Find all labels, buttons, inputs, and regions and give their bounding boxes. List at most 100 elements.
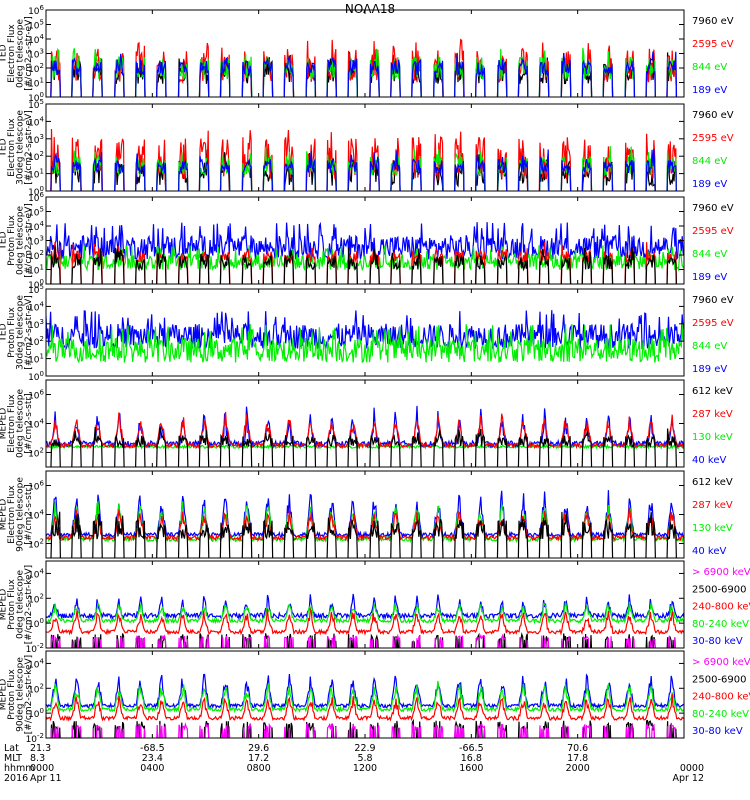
legend-green: 844 eV <box>692 249 727 260</box>
panel-4-data <box>46 310 684 364</box>
panel-ylabel: MEPEDElectron Flux90deg telescope[#/cm2-… <box>0 477 34 552</box>
series-green-line <box>46 323 684 364</box>
footer-row-label: 2016 <box>4 773 28 784</box>
legend-blue: 40 keV <box>692 455 726 466</box>
footer-cell: 8.3 <box>30 753 45 764</box>
legend-black: 7960 eV <box>692 295 734 306</box>
series-red-line <box>46 694 684 722</box>
y-tick-label: 106 <box>28 4 44 17</box>
panel-3-data <box>46 221 684 284</box>
series-blue-line <box>46 673 684 710</box>
legend-blue: 189 eV <box>692 179 727 190</box>
legend-blue: 189 eV <box>692 272 727 283</box>
legend-magenta: > 6900 keV <box>692 657 750 668</box>
panel-ylabel: MEPEDProton Flux90deg telescope[#/cm2-s-… <box>0 655 34 734</box>
legend-green: 844 eV <box>692 156 727 167</box>
footer-row-label: Lat <box>4 743 19 754</box>
footer-cell: -66.5 <box>459 743 484 754</box>
series-red-line <box>46 411 684 450</box>
legend-black: 2500-6900 <box>692 584 747 595</box>
footer-cell: 1600 <box>459 763 483 774</box>
legend-red: 240-800 keV <box>692 692 750 703</box>
legend-red: 2595 eV <box>692 39 734 50</box>
legend-black: 2500-6900 <box>692 674 747 685</box>
legend-green: 80-240 keV <box>692 619 749 630</box>
footer-cell: 70.6 <box>567 743 588 754</box>
footer-cell: 16.8 <box>461 753 482 764</box>
series-blue-line <box>46 310 684 351</box>
footer-cell: 29.6 <box>248 743 269 754</box>
legend-blue: 30-80 keV <box>692 726 743 737</box>
footer-row-label: MLT <box>4 753 22 764</box>
series-green-line <box>46 244 684 272</box>
panel-6-data <box>46 490 684 558</box>
series-blue-line <box>46 490 684 540</box>
footer-cell: 17.8 <box>567 753 588 764</box>
series-blue-line <box>46 221 684 261</box>
legend-green: 130 keV <box>692 523 733 534</box>
panel-ylabel: MEPEDProton Flux0deg telescope[#/cm2-s-s… <box>0 565 34 644</box>
legend-black: 7960 eV <box>692 203 734 214</box>
series-green-line <box>46 500 684 544</box>
legend-black: 612 keV <box>692 477 733 488</box>
footer-cell: 0000 <box>680 763 704 774</box>
panel-frame <box>45 379 685 468</box>
legend-red: 2595 eV <box>692 133 734 144</box>
panel-5-data <box>46 405 684 467</box>
series-blue-line <box>46 593 684 621</box>
footer-cell: 0400 <box>140 763 164 774</box>
legend-black: 7960 eV <box>692 16 734 27</box>
series-green-line <box>46 601 684 625</box>
panel-ylabel: TEDProton Flux30deg telescope[#/cm2-s-st… <box>0 295 34 370</box>
footer-cell: 0800 <box>247 763 271 774</box>
footer-row-label: hhmm <box>4 763 35 774</box>
legend-red: 2595 eV <box>692 226 734 237</box>
footer-cell: Apr 12 <box>672 773 704 784</box>
legend-magenta: > 6900 keV <box>692 567 750 578</box>
legend-blue: 189 eV <box>692 364 727 375</box>
legend-blue: 30-80 keV <box>692 636 743 647</box>
footer-cell: 22.9 <box>354 743 375 754</box>
footer-cell: -68.5 <box>140 743 165 754</box>
footer-cell: 23.4 <box>142 753 163 764</box>
legend-red: 240-800 keV <box>692 602 750 613</box>
series-red-line <box>46 607 684 636</box>
footer-cell: 21.3 <box>30 743 51 754</box>
legend-red: 2595 eV <box>692 318 734 329</box>
legend-green: 844 eV <box>692 341 727 352</box>
series-red-line <box>46 507 684 542</box>
panel-7-data <box>46 593 684 648</box>
panel-2-data <box>50 128 678 191</box>
panel-ylabel: TEDElectron Flux30deg telescope[#/cm2-s-… <box>0 110 34 185</box>
panel-ylabel: MEPEDElectron Flux0deg telescope[#/cm2-s… <box>0 389 34 459</box>
legend-green: 844 eV <box>692 62 727 73</box>
legend-blue: 189 eV <box>692 85 727 96</box>
footer-cell: 2000 <box>566 763 590 774</box>
series-green-line <box>46 680 684 714</box>
footer-cell: 5.8 <box>357 753 372 764</box>
legend-black: 612 keV <box>692 386 733 397</box>
panel-ylabel: TEDProton Flux0deg telescope[#/cm2-s-str… <box>0 203 34 278</box>
chart-title: NOAA18 <box>345 2 395 16</box>
panel-8-data <box>46 673 684 738</box>
y-tick-label: 100 <box>28 370 44 383</box>
panel-1-data <box>50 38 678 97</box>
panel-ylabel: TEDElectron Flux0deg telescope[#/cm2-s-s… <box>0 16 34 91</box>
footer-cell: 0000 <box>30 763 54 774</box>
footer-cell: 17.2 <box>248 753 269 764</box>
footer-cell: 1200 <box>353 763 377 774</box>
legend-green: 130 keV <box>692 432 733 443</box>
legend-red: 287 keV <box>692 500 733 511</box>
legend-green: 80-240 keV <box>692 709 749 720</box>
